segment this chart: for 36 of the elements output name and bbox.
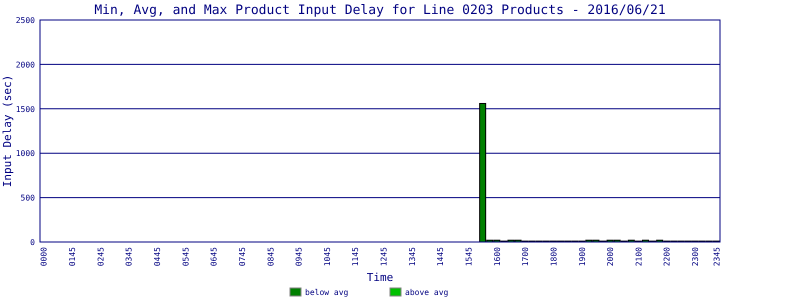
x-tick-label: 0945 [294, 246, 304, 266]
x-tick-label: 0245 [96, 246, 106, 266]
x-tick-label: 0000 [40, 246, 49, 266]
x-tick-label: 0445 [152, 246, 162, 266]
x-tick-label: 1145 [351, 246, 360, 266]
x-tick-label: 0145 [68, 246, 78, 266]
y-tick-label: 2000 [16, 60, 36, 70]
x-tick-label: 2300 [691, 246, 700, 266]
legend-label: above avg [405, 288, 449, 297]
x-tick-label: 0645 [210, 246, 219, 266]
x-tick-label: 0745 [238, 246, 247, 266]
x-tick-label: 0345 [124, 246, 134, 266]
chart-title: Min, Avg, and Max Product Input Delay for Line 0203 Products - 2016/06/21 [94, 3, 666, 18]
y-tick-label: 1000 [16, 149, 36, 158]
x-tick-label: 2345 [712, 246, 722, 266]
x-tick-label: 1800 [549, 246, 558, 266]
x-tick-label: 2000 [606, 246, 616, 266]
x-tick-label: 1900 [578, 246, 587, 266]
x-tick-label: 0845 [266, 246, 276, 266]
y-tick-label: 2500 [16, 16, 36, 25]
y-tick-label: 500 [20, 194, 36, 203]
y-axis-title: Input Delay (sec) [1, 74, 14, 188]
y-tick-label: 1500 [16, 104, 36, 114]
x-tick-label: 1045 [322, 246, 332, 266]
x-tick-label: 1245 [380, 246, 389, 266]
x-tick-label: 2200 [662, 246, 672, 266]
x-tick-label: 0545 [181, 246, 190, 266]
x-tick-label: 1700 [521, 246, 530, 266]
x-tick-label: 1445 [436, 246, 446, 266]
y-tick-label: 0 [30, 238, 36, 247]
x-tick-label: 1545 [464, 246, 474, 266]
legend-label: below avg [305, 288, 349, 297]
x-tick-label: 1345 [408, 246, 417, 266]
x-tick-label: 2100 [634, 246, 644, 266]
x-axis-title: Time [366, 271, 394, 284]
x-tick-label: 1600 [492, 246, 502, 266]
